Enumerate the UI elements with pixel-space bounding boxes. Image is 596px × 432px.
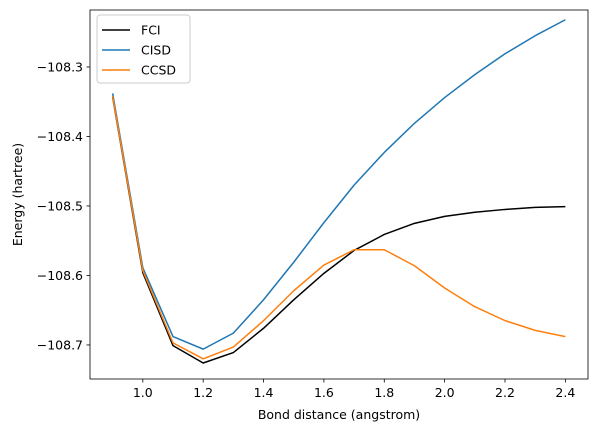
x-tick-label: 1.6 bbox=[314, 385, 334, 400]
x-tick-label: 2.0 bbox=[435, 385, 455, 400]
y-tick-label: −108.6 bbox=[37, 268, 83, 283]
x-tick-label: 1.8 bbox=[374, 385, 394, 400]
series-line-fci bbox=[111, 96, 566, 364]
plot-frame bbox=[89, 9, 589, 380]
x-axis-label: Bond distance (angstrom) bbox=[258, 407, 420, 422]
y-tick-label: −108.4 bbox=[37, 129, 83, 144]
x-tick-label: 1.0 bbox=[133, 385, 153, 400]
series-line-ccsd bbox=[111, 96, 566, 360]
y-axis-ticks: −108.7 −108.6 −108.5 −108.4 −108.3 bbox=[37, 59, 90, 352]
legend: FCI CISD CCSD bbox=[96, 14, 191, 84]
y-axis-label: Energy (hartree) bbox=[10, 143, 25, 246]
y-tick-label: −108.7 bbox=[37, 337, 83, 352]
x-tick-label: 1.2 bbox=[193, 385, 213, 400]
legend-label-fci: FCI bbox=[141, 23, 161, 38]
y-tick-label: −108.5 bbox=[37, 198, 83, 213]
legend-frame bbox=[96, 14, 191, 84]
x-tick-label: 2.2 bbox=[495, 385, 515, 400]
x-tick-label: 2.4 bbox=[555, 385, 575, 400]
y-tick-label: −108.3 bbox=[37, 59, 83, 74]
x-axis-ticks: 1.0 1.2 1.4 1.6 1.8 2.0 2.2 2.4 bbox=[133, 379, 575, 400]
series-line-cisd bbox=[111, 19, 566, 350]
legend-label-cisd: CISD bbox=[141, 43, 171, 58]
legend-label-ccsd: CCSD bbox=[141, 63, 176, 78]
series-layer bbox=[111, 19, 566, 364]
x-tick-label: 1.4 bbox=[254, 385, 274, 400]
